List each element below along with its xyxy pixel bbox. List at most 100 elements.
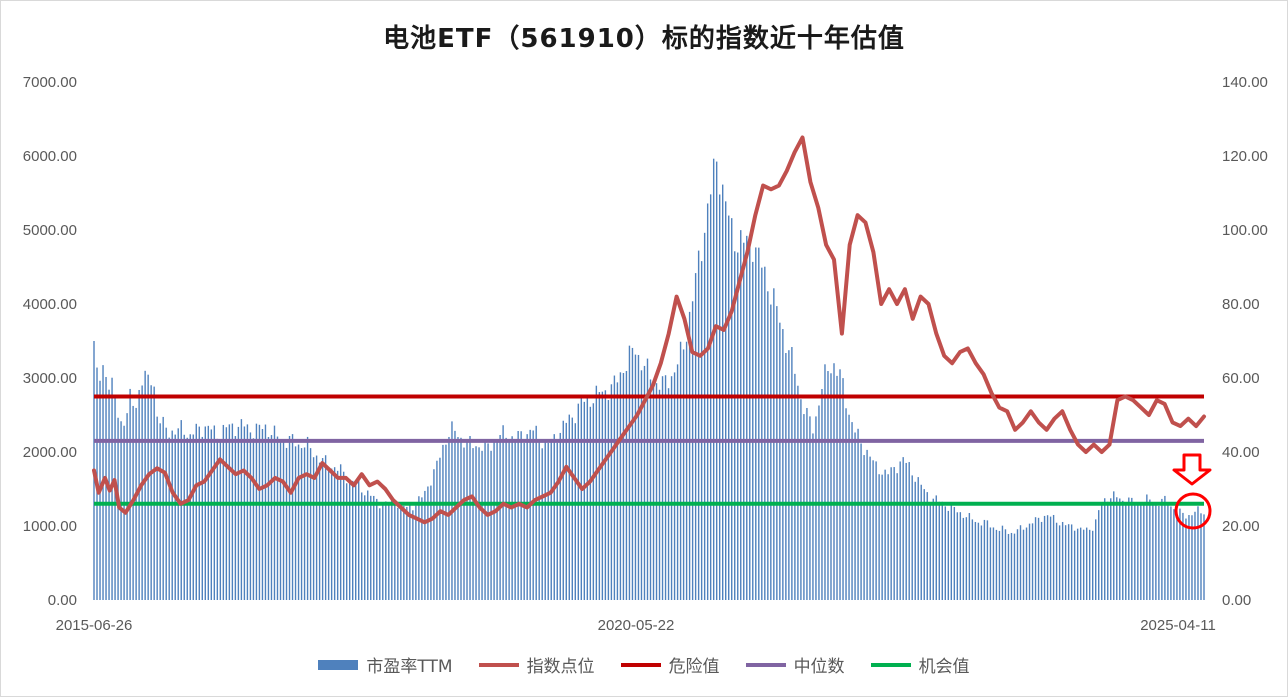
pe-bar: [667, 388, 670, 600]
pe-bar: [977, 522, 980, 600]
down-arrow-icon: [1172, 453, 1212, 486]
pe-bar: [213, 425, 216, 600]
pe-bar: [207, 425, 210, 600]
pe-bar: [740, 230, 742, 600]
pe-bar: [694, 273, 697, 600]
pe-bar: [755, 247, 757, 601]
pe-bar: [1110, 498, 1112, 600]
pe-bar: [520, 431, 522, 600]
legend-label: 机会值: [918, 657, 970, 677]
pe-bar: [628, 345, 631, 600]
pe-bar: [574, 423, 577, 600]
pe-bar: [941, 501, 943, 600]
pe-bar: [171, 430, 173, 600]
pe-bar: [219, 439, 222, 600]
pe-bar: [1140, 503, 1142, 600]
pe-bar: [583, 401, 586, 600]
pe-bar: [538, 439, 540, 600]
pe-bar: [616, 382, 619, 600]
pe-bar: [899, 461, 901, 600]
pe-bar: [622, 373, 625, 600]
pe-bar: [1091, 530, 1094, 600]
pe-bar: [436, 460, 438, 600]
pe-bar: [752, 261, 754, 600]
pe-bar: [863, 455, 865, 600]
pe-bar: [944, 506, 947, 600]
pe-bar: [1182, 512, 1184, 600]
pe-bar: [421, 497, 423, 600]
legend-swatch: [318, 659, 359, 670]
pe-bar: [896, 473, 898, 600]
pe-ttm-bars: [93, 158, 1205, 601]
index-line: [92, 135, 1206, 525]
pe-bar: [809, 416, 811, 600]
pe-bar: [291, 434, 294, 600]
pe-bar: [851, 422, 853, 600]
pe-bar: [824, 364, 826, 600]
x-axis-tick-label: 2015-06-26: [56, 617, 133, 634]
pe-bar: [1022, 529, 1025, 600]
legend-item: 危险值: [620, 652, 720, 677]
pe-bar: [1104, 498, 1106, 600]
pe-bar: [1046, 515, 1049, 600]
pe-bar: [875, 461, 877, 600]
pe-bar: [803, 414, 805, 600]
pe-bar: [758, 247, 760, 600]
pe-bar: [929, 502, 931, 600]
legend-item: 指数点位: [478, 652, 595, 677]
legend-item: 机会值: [870, 652, 970, 677]
pe-bar: [1043, 515, 1046, 600]
pe-bar: [261, 429, 264, 600]
pe-bar: [562, 420, 564, 600]
pe-bar: [773, 288, 775, 600]
pe-bar: [1137, 502, 1139, 600]
pe-bar: [237, 426, 240, 600]
pe-bar: [141, 385, 143, 600]
pe-bar: [460, 437, 462, 600]
pe-bar: [607, 400, 610, 600]
pe-bar: [315, 455, 318, 600]
pe-bar: [1095, 519, 1097, 600]
pe-bar: [514, 439, 516, 600]
legend-label: 危险值: [668, 657, 720, 677]
pe-bar: [1161, 498, 1163, 600]
left-axis-ticks: 0.00 1000.00 2000.00 3000.00 4000.00 5000.00 6…: [23, 74, 77, 609]
pe-bar: [478, 447, 480, 600]
pe-bar: [463, 447, 465, 600]
pe-bar: [379, 508, 381, 600]
pe-bar: [406, 506, 408, 600]
pe-bar: [968, 512, 971, 600]
pe-bar: [1076, 528, 1079, 600]
pe-bar: [743, 242, 745, 600]
pe-bar: [1173, 509, 1175, 600]
pe-bar: [466, 439, 468, 600]
pe-bar: [321, 458, 324, 600]
right-axis-tick-label: 0.00: [1222, 592, 1251, 609]
pe-bar: [189, 434, 191, 600]
pe-bar: [893, 467, 895, 600]
pe-bar: [502, 425, 504, 600]
pe-bar: [174, 434, 176, 600]
pe-bar: [168, 437, 170, 600]
pe-bar: [1143, 502, 1145, 600]
pe-bar: [923, 489, 925, 600]
pe-bar: [1037, 517, 1040, 600]
pe-bar: [902, 457, 904, 600]
pe-bar: [980, 525, 983, 600]
pe-bar: [1098, 510, 1100, 600]
pe-bar: [1007, 533, 1010, 600]
pe-bar: [703, 232, 706, 600]
pe-bar: [836, 375, 838, 600]
pe-bar: [144, 370, 146, 600]
pe-bar: [1119, 498, 1121, 600]
pe-bar: [547, 442, 549, 600]
pe-bar: [1058, 525, 1061, 600]
pe-bar: [370, 495, 372, 600]
right-axis-tick-label: 100.00: [1222, 222, 1268, 239]
pe-bar: [553, 434, 555, 600]
pe-bar: [439, 457, 441, 600]
pe-bar: [1052, 514, 1055, 600]
pe-bar: [1134, 504, 1136, 600]
pe-bar: [776, 306, 778, 600]
pe-bar: [333, 467, 336, 600]
